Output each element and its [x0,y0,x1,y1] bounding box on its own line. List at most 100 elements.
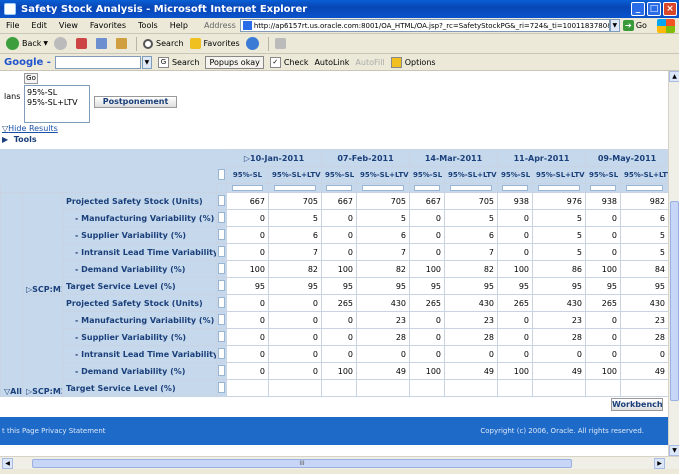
value-cell: 7 [356,243,411,261]
date-column-header[interactable]: 14-Mar-2011 [409,149,499,167]
value-cell: 0 [267,311,323,329]
value-cell: 28 [532,328,587,346]
menu-favorites[interactable]: Favorites [89,21,127,30]
tools-toggle[interactable]: ▶ Tools [2,135,37,144]
scroll-down-icon[interactable]: ▼ [669,445,679,456]
menu-tools[interactable]: Tools [138,21,158,30]
google-search-input[interactable] [54,55,141,69]
level-cell: ▷SCP:M1 [22,192,63,295]
workbench-button[interactable]: Workbench [611,398,663,411]
value-cell: 95 [409,277,446,295]
column-filter-input[interactable] [626,185,663,191]
plan-option[interactable]: 95%-SL+LTV [27,98,78,107]
row-select-box[interactable] [218,347,225,359]
date-column-header[interactable]: ▷10-Jan-2011 [225,149,323,167]
level-all-toggle[interactable]: ▽All [4,387,22,396]
plans-listbox[interactable]: 95%-SL 95%-SL+LTV [24,85,90,123]
vertical-scrollbar[interactable]: ▲ ▼ [668,71,679,456]
menu-edit[interactable]: Edit [31,21,47,30]
maximize-button[interactable]: □ [647,2,661,16]
go-button[interactable]: ➔ Go [622,20,647,31]
row-select-cell [216,226,227,244]
row-select-box[interactable] [218,245,225,257]
vertical-scroll-thumb[interactable] [670,201,679,401]
stop-button[interactable] [76,38,90,49]
footer-links[interactable]: t this Page Privacy Statement [2,427,106,435]
row-select-box[interactable] [218,194,225,206]
value-cell: 667 [321,192,358,210]
close-button[interactable]: × [663,2,677,16]
address-dropdown-icon[interactable]: ▼ [609,19,620,32]
horizontal-scrollbar[interactable]: ◀ III ▶ [0,456,679,469]
level-toggle[interactable]: ▷SCP:M2 [26,387,62,396]
popup-blocker-button[interactable]: Popups okay [205,55,264,69]
autofill-button[interactable]: AutoFill [355,58,384,67]
value-cell: 5 [444,209,499,227]
menu-help[interactable]: Help [169,21,188,30]
google-dropdown-icon[interactable]: ▼ [141,55,152,69]
row-select-box[interactable] [218,228,225,240]
level-toggle[interactable]: ▷SCP:M1 [26,285,62,294]
date-column-header[interactable]: 09-May-2011 [585,149,668,167]
row-select-box[interactable] [218,279,225,291]
plan-option[interactable]: 95%-SL [27,88,58,97]
plan-go-button[interactable]: Go [24,73,38,84]
date-column-header[interactable]: 11-Apr-2011 [497,149,587,167]
address-bar[interactable]: http://ap6157rt.us.oracle.com:8001/OA_HT… [239,19,610,32]
horizontal-scroll-thumb[interactable]: III [32,459,572,468]
menu-file[interactable]: File [6,21,20,30]
column-filter-input[interactable] [231,185,264,191]
value-cell: 705 [267,192,323,210]
spellcheck-button[interactable]: ✓ Check [269,56,308,68]
minimize-button[interactable]: _ [631,2,645,16]
column-filter-input[interactable] [414,185,440,191]
favorites-button[interactable]: Favorites [189,38,240,49]
value-cell [444,379,499,397]
column-filter-input[interactable] [450,185,492,191]
hide-results-link[interactable]: ▽Hide Results [2,124,58,133]
refresh-button[interactable] [96,38,110,49]
row-select-box[interactable] [218,381,225,393]
column-filter-input[interactable] [502,185,528,191]
value-cell: 430 [444,294,499,312]
date-expand-icon[interactable]: ▷ [243,153,251,163]
scroll-right-icon[interactable]: ▶ [654,458,665,469]
row-select-box[interactable] [218,296,225,308]
value-cell: 23 [620,311,668,329]
measure-label: Projected Safety Stock (Units) [62,192,217,210]
back-button[interactable]: Back ▼ [6,37,48,50]
scroll-left-icon[interactable]: ◀ [2,458,13,469]
postponement-button[interactable]: Postponement [94,96,177,108]
column-filter-input[interactable] [274,185,316,191]
date-column-header[interactable]: 07-Feb-2011 [321,149,411,167]
copyright-text: Copyright (c) 2006, Oracle. All rights r… [480,427,644,435]
address-url[interactable]: http://ap6157rt.us.oracle.com:8001/OA_HT… [253,21,609,30]
table-row: Target Service Level (%) 95 95 95 95 95 95 95 95… [1,277,668,295]
menu-view[interactable]: View [58,21,78,30]
options-button[interactable]: Options [390,56,436,68]
mail-button[interactable] [274,38,289,49]
row-select-box[interactable] [218,262,225,274]
row-select-box[interactable] [218,364,225,376]
select-box[interactable] [218,168,225,180]
forward-button[interactable] [54,37,70,50]
google-logo[interactable]: Google - [4,56,51,68]
column-filter-input[interactable] [538,185,580,191]
star-icon [189,38,201,49]
autolink-button[interactable]: AutoLink [314,58,349,67]
google-search-button[interactable]: G Search [157,56,199,68]
column-filter-input[interactable] [362,185,404,191]
row-select-box[interactable] [218,211,225,223]
home-button[interactable] [116,38,130,49]
row-select-cell [216,277,227,295]
row-select-box[interactable] [218,330,225,342]
column-filter-input[interactable] [326,185,352,191]
value-cell: 95 [226,277,269,295]
row-select-box[interactable] [218,313,225,325]
measure-label: - Manufacturing Variability (%) [62,209,217,227]
search-button[interactable]: Search [143,38,184,49]
media-button[interactable] [245,37,262,50]
scroll-up-icon[interactable]: ▲ [669,71,679,82]
value-cell: 0 [226,345,269,363]
column-filter-input[interactable] [590,185,616,191]
